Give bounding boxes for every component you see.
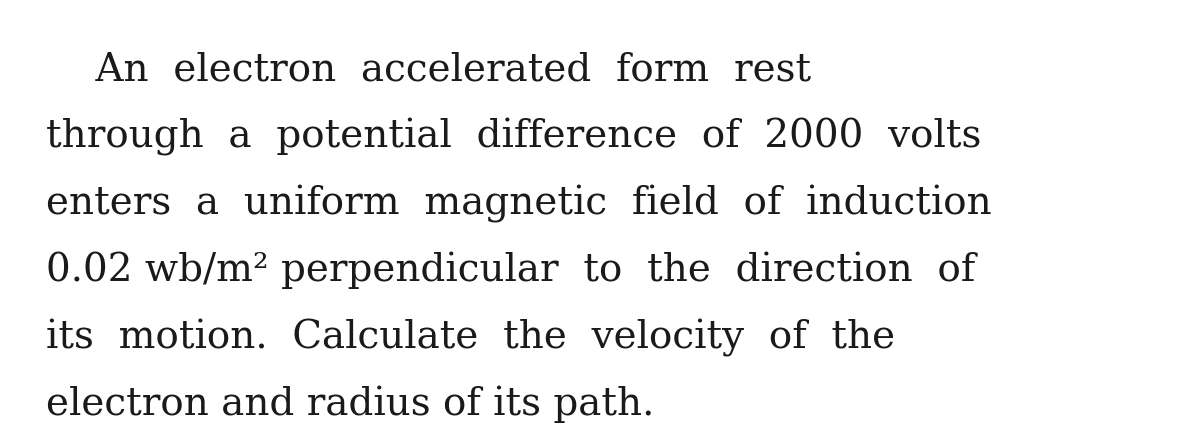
Text: enters  a  uniform  magnetic  field  of  induction: enters a uniform magnetic field of induc…	[46, 185, 991, 223]
Text: electron and radius of its path.: electron and radius of its path.	[46, 385, 654, 423]
Text: through  a  potential  difference  of  2000  volts: through a potential difference of 2000 v…	[46, 118, 982, 156]
Text: 0.02 wb/m² perpendicular  to  the  direction  of: 0.02 wb/m² perpendicular to the directio…	[46, 252, 976, 289]
Text: An  electron  accelerated  form  rest: An electron accelerated form rest	[46, 52, 811, 89]
Text: its  motion.  Calculate  the  velocity  of  the: its motion. Calculate the velocity of th…	[46, 319, 895, 357]
